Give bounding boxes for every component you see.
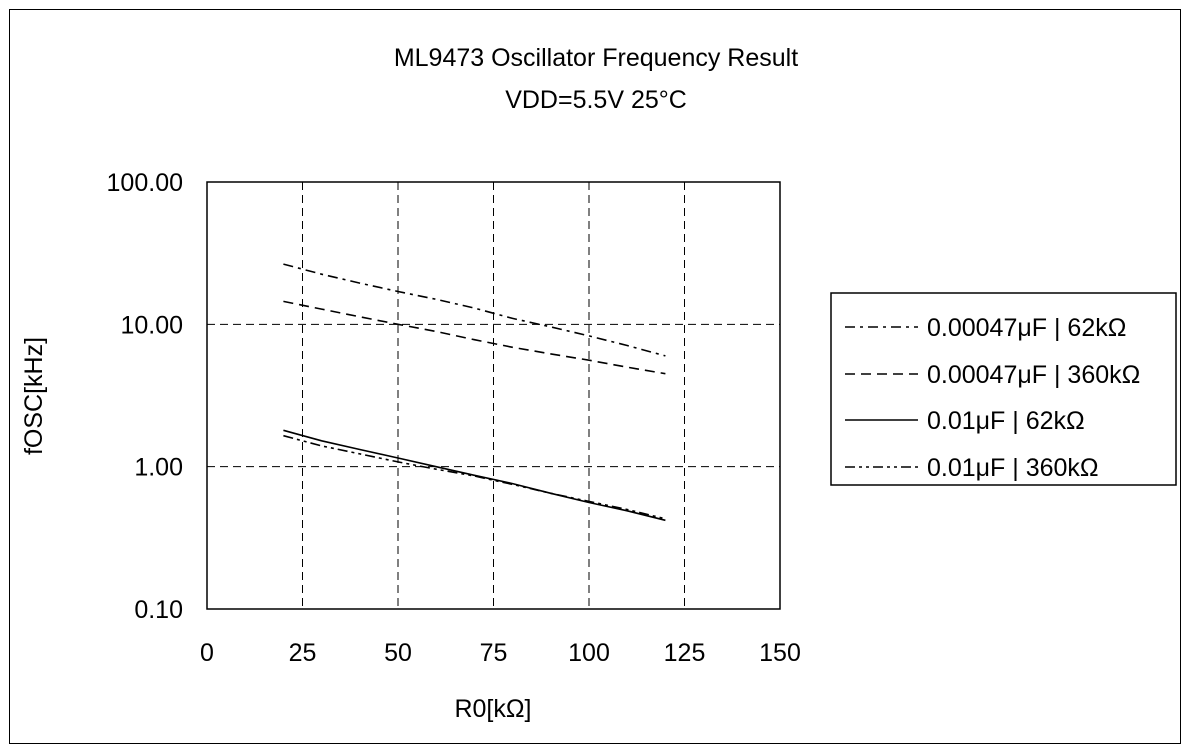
plot-area [206, 181, 781, 610]
x-tick-label: 25 [289, 639, 317, 667]
chart-subtitle: VDD=5.5V 25°C [505, 86, 687, 114]
legend-items: 0.00047μF | 62kΩ 0.00047μF | 360kΩ 0.01μF … [845, 314, 1140, 482]
legend-label-1: 0.00047μF | 62kΩ [927, 314, 1126, 342]
y-tick-label: 10.00 [120, 311, 183, 339]
legend: 0.00047μF | 62kΩ 0.00047μF | 360kΩ 0.01μF … [830, 292, 1177, 486]
x-tick-labels: 0 25 50 75 100 125 150 [200, 639, 801, 667]
series-layer [283, 263, 666, 522]
x-tick-label: 0 [200, 639, 214, 667]
x-tick-label: 150 [759, 639, 801, 667]
x-axis-label: R0[kΩ] [454, 695, 531, 723]
legend-label-2: 0.00047μF | 360kΩ [927, 361, 1140, 389]
grid [207, 182, 780, 609]
x-tick-label: 125 [664, 639, 706, 667]
y-tick-label: 0.10 [134, 596, 183, 624]
chart-title: ML9473 Oscillator Frequency Result [394, 44, 798, 72]
series-line-3 [283, 429, 666, 522]
legend-label-3: 0.01μF | 62kΩ [927, 407, 1085, 435]
series-line-2 [283, 300, 666, 375]
legend-box [830, 292, 1177, 486]
y-axis-label: fOSC[kHz] [20, 337, 48, 455]
x-tick-label: 75 [480, 639, 508, 667]
legend-label-4: 0.01μF | 360kΩ [927, 454, 1099, 482]
x-tick-label: 100 [568, 639, 610, 667]
x-tick-label: 50 [384, 639, 412, 667]
series-line-4 [283, 434, 666, 520]
series-line-1 [283, 263, 666, 357]
y-tick-label: 100.00 [107, 169, 183, 197]
y-tick-label: 1.00 [134, 454, 183, 482]
y-tick-labels: 0.10 1.00 10.00 100.00 [107, 169, 183, 624]
